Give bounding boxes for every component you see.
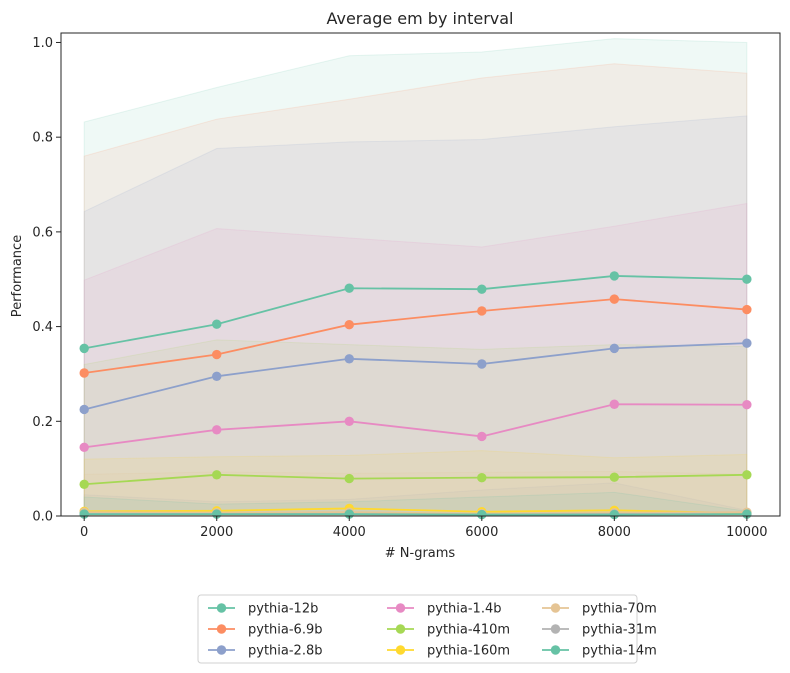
series-line-pythia-410m [84, 473, 747, 486]
data-point-pythia-410m [212, 470, 222, 480]
legend-label-pythia-70m: pythia-70m [582, 602, 657, 617]
y-tick-label: 0.6 [32, 225, 53, 240]
data-point-pythia-12b [212, 319, 222, 329]
series-line-pythia-2.8b [83, 342, 747, 411]
series-line-pythia-70m [84, 511, 747, 515]
data-point-pythia-1.4b [344, 416, 354, 426]
data-point-pythia-1.4b [477, 431, 487, 442]
series-lines [79, 271, 752, 520]
data-point-pythia-410m [79, 479, 89, 489]
x-tick-label: 10000 [726, 525, 767, 540]
data-point-pythia-12b [609, 271, 620, 281]
y-axis-label: Performance [10, 235, 25, 317]
legend-label-pythia-1.4b: pythia-1.4b [427, 602, 501, 617]
y-tick-label: 0.4 [32, 320, 53, 335]
legend-label-pythia-31m: pythia-31m [582, 623, 657, 638]
legend-swatch-marker [395, 603, 406, 613]
legend-swatch-marker [216, 645, 227, 655]
legend-swatch-marker [395, 624, 406, 634]
x-tick-label: 6000 [465, 525, 498, 540]
data-point-pythia-410m [344, 473, 354, 484]
data-point-pythia-1.4b [212, 425, 222, 435]
data-point-pythia-6.9b [477, 306, 487, 316]
data-point-pythia-410m [477, 472, 487, 483]
data-point-pythia-410m [742, 470, 752, 480]
data-point-pythia-1.4b [742, 400, 752, 410]
data-point-pythia-2.8b [344, 354, 354, 364]
data-point-pythia-2.8b [742, 338, 752, 348]
axes: 0 2000 4000 6000 8000 10000 0.0 0.2 0.4 0.6 0.8 1.0 [32, 32, 781, 540]
data-point-pythia-6.9b [609, 294, 620, 304]
chart-title: Average em by interval [326, 9, 513, 28]
legend-label-pythia-410m: pythia-410m [427, 623, 510, 638]
data-point-pythia-12b [79, 343, 89, 354]
data-point-pythia-2.8b [477, 359, 487, 369]
legend-swatch-marker [550, 645, 561, 655]
y-tick-label: 1.0 [32, 36, 53, 51]
data-point-pythia-14m [609, 509, 620, 520]
y-tick-label: 0.2 [32, 415, 53, 430]
legend-box [197, 594, 638, 664]
data-point-pythia-12b [742, 274, 752, 284]
x-tick-label: 4000 [333, 525, 366, 540]
y-tick-label: 0.0 [32, 510, 53, 525]
legend-swatch-marker [216, 624, 227, 634]
legend-label-pythia-160m: pythia-160m [427, 644, 510, 659]
x-axis-label: # N-grams [385, 546, 456, 561]
legend-label-pythia-2.8b: pythia-2.8b [248, 644, 322, 659]
series-line-pythia-160m [84, 507, 747, 515]
legend-swatch-marker [216, 603, 227, 613]
data-point-pythia-1.4b [609, 399, 620, 409]
legend-swatch-marker [550, 624, 561, 634]
data-point-pythia-14m [477, 509, 487, 520]
legend: pythia-12b pythia-6.9b pythia-2.8b pythia-1… [197, 594, 657, 664]
series-line-pythia-12b [84, 275, 747, 350]
confidence-bands [83, 38, 748, 517]
series-line-pythia-6.9b [84, 298, 747, 374]
x-tick-label: 2000 [200, 525, 233, 540]
x-tick-label: 0 [80, 525, 88, 540]
data-point-pythia-6.9b [212, 349, 222, 360]
data-point-pythia-6.9b [742, 304, 752, 315]
data-point-pythia-410m [609, 472, 620, 482]
data-point-pythia-1.4b [79, 442, 89, 453]
x-tick-label: 8000 [598, 525, 631, 540]
y-tick-label: 0.8 [32, 131, 53, 146]
legend-label-pythia-12b: pythia-12b [248, 602, 318, 617]
legend-swatch-marker [550, 603, 561, 613]
legend-swatch-marker [395, 645, 406, 655]
data-point-pythia-12b [477, 284, 487, 294]
series-line-pythia-1.4b [84, 403, 747, 449]
legend-label-pythia-6.9b: pythia-6.9b [248, 623, 322, 638]
data-point-pythia-2.8b [609, 343, 620, 354]
legend-label-pythia-14m: pythia-14m [582, 644, 657, 659]
data-point-pythia-2.8b [212, 371, 222, 382]
data-point-pythia-6.9b [79, 368, 89, 378]
plot-frame [60, 32, 781, 517]
data-point-pythia-12b [344, 283, 354, 293]
data-point-pythia-2.8b [79, 404, 89, 415]
data-point-pythia-6.9b [344, 319, 354, 330]
